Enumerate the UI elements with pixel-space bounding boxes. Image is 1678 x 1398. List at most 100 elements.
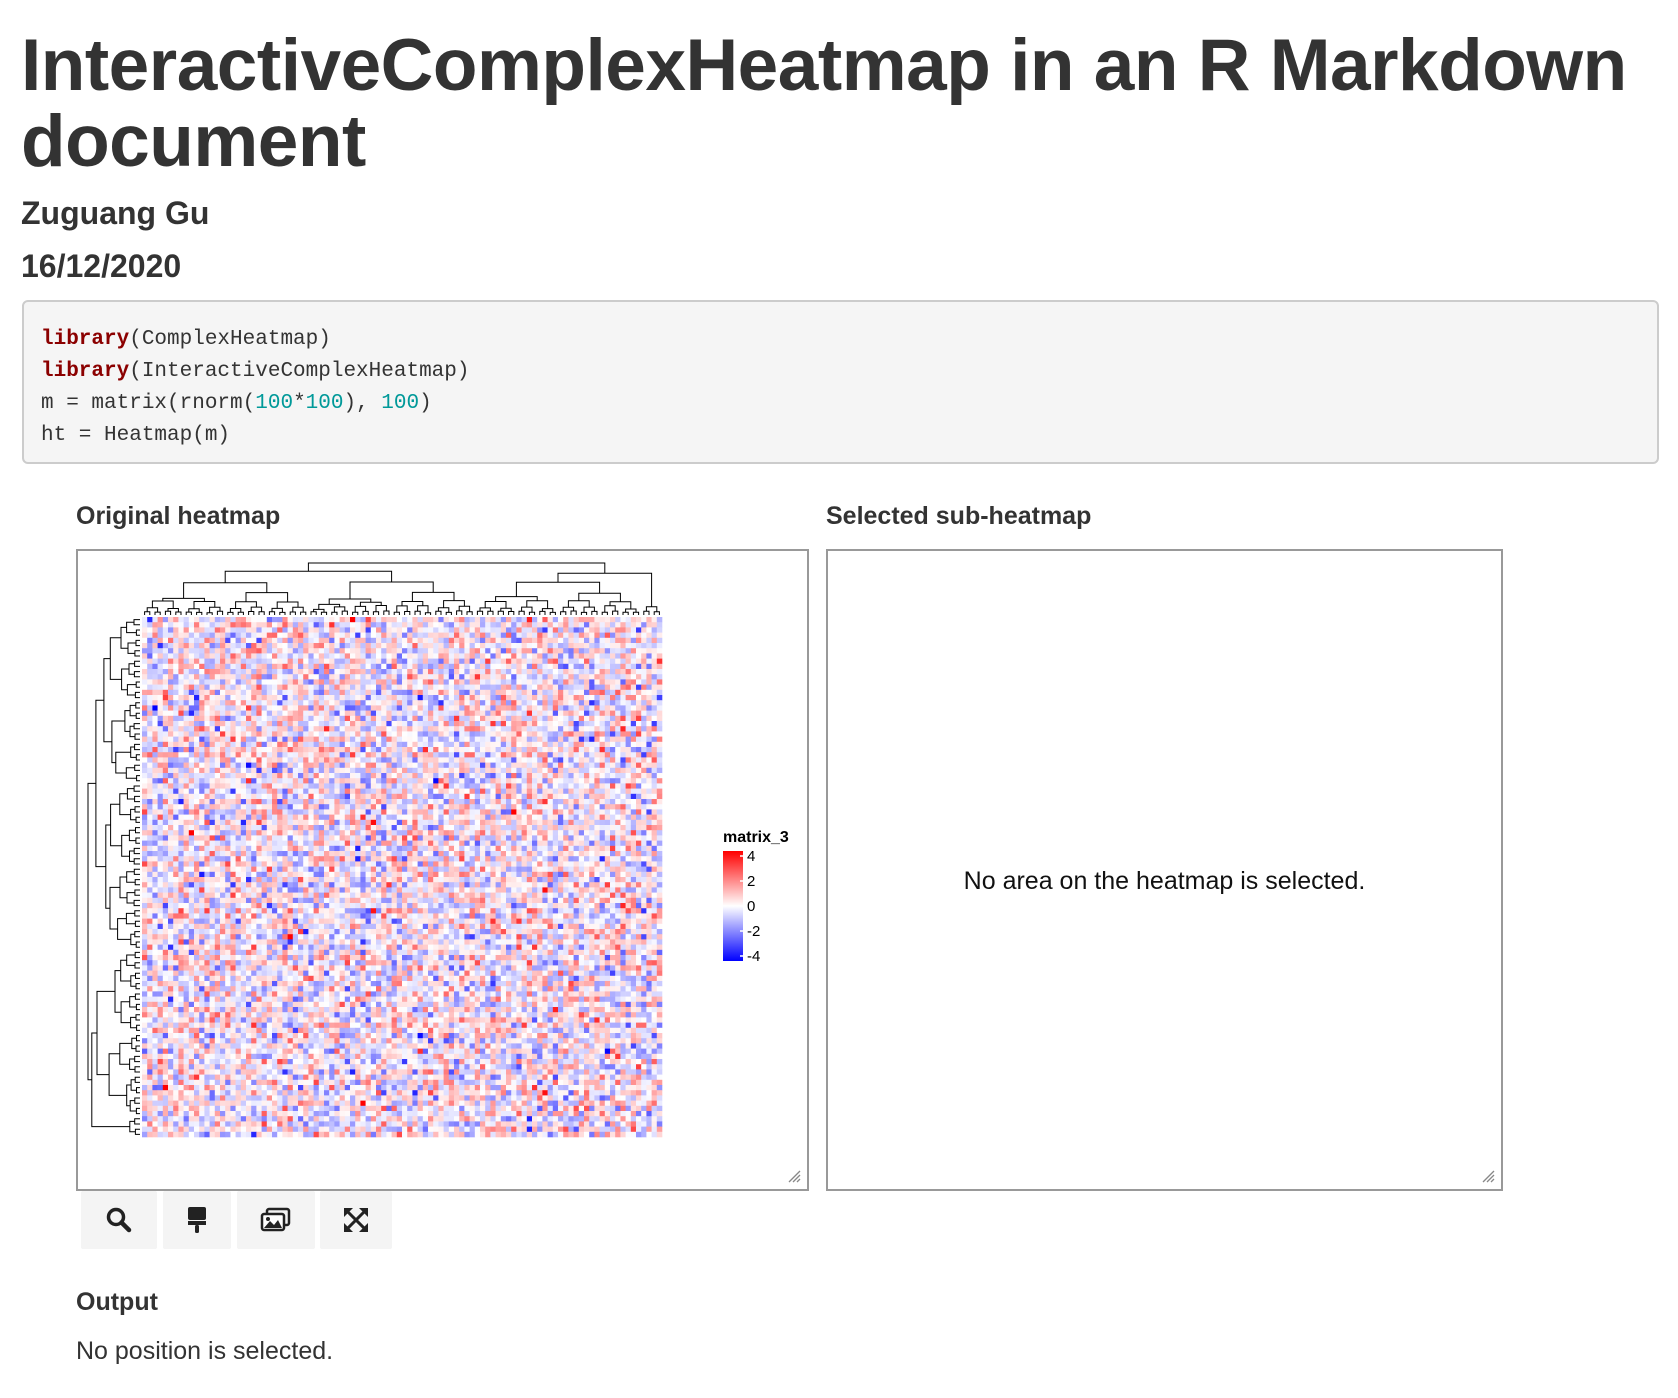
- heatmap-cell[interactable]: [594, 658, 600, 665]
- heatmap-cell[interactable]: [485, 783, 491, 789]
- heatmap-cell[interactable]: [162, 731, 169, 737]
- heatmap-cell[interactable]: [365, 700, 372, 706]
- heatmap-cell[interactable]: [516, 799, 522, 805]
- heatmap-cell[interactable]: [350, 762, 356, 769]
- heatmap-cell[interactable]: [547, 752, 554, 758]
- heatmap-cell[interactable]: [183, 747, 190, 753]
- heatmap-cell[interactable]: [547, 710, 554, 717]
- heatmap-cell[interactable]: [235, 767, 242, 774]
- heatmap-cell[interactable]: [287, 830, 294, 836]
- heatmap-cell[interactable]: [329, 689, 335, 696]
- heatmap-cell[interactable]: [147, 695, 153, 701]
- heatmap-cell[interactable]: [402, 674, 408, 680]
- heatmap-cell[interactable]: [511, 658, 517, 665]
- heatmap-cell[interactable]: [396, 658, 403, 665]
- heatmap-cell[interactable]: [194, 669, 200, 675]
- heatmap-cell[interactable]: [168, 866, 174, 873]
- heatmap-cell[interactable]: [396, 663, 403, 670]
- heatmap-cell[interactable]: [194, 804, 200, 810]
- heatmap-cell[interactable]: [547, 617, 554, 623]
- heatmap-cell[interactable]: [521, 741, 528, 748]
- heatmap-cell[interactable]: [246, 684, 252, 691]
- heatmap-cell[interactable]: [220, 851, 226, 857]
- heatmap-cell[interactable]: [511, 684, 517, 691]
- heatmap-cell[interactable]: [313, 710, 320, 717]
- heatmap-cell[interactable]: [188, 851, 195, 857]
- heatmap-cell[interactable]: [246, 627, 252, 633]
- heatmap-cell[interactable]: [485, 689, 491, 696]
- heatmap-cell[interactable]: [334, 731, 340, 737]
- heatmap-cell[interactable]: [428, 669, 434, 675]
- heatmap-cell[interactable]: [610, 731, 616, 737]
- heatmap-cell[interactable]: [188, 663, 195, 670]
- heatmap-cell[interactable]: [173, 726, 179, 732]
- heatmap-cell[interactable]: [443, 778, 450, 784]
- heatmap-cell[interactable]: [334, 757, 340, 763]
- heatmap-cell[interactable]: [594, 648, 600, 654]
- heatmap-cell[interactable]: [454, 840, 460, 847]
- heatmap-cell[interactable]: [246, 731, 252, 737]
- heatmap-cell[interactable]: [173, 871, 179, 878]
- heatmap-cell[interactable]: [448, 684, 455, 691]
- heatmap-cell[interactable]: [209, 851, 216, 857]
- heatmap-cell[interactable]: [162, 804, 169, 810]
- heatmap-cell[interactable]: [329, 679, 335, 685]
- heatmap-cell[interactable]: [563, 747, 569, 753]
- heatmap-cell[interactable]: [651, 695, 658, 701]
- heatmap-cell[interactable]: [277, 710, 283, 717]
- heatmap-cell[interactable]: [578, 721, 585, 727]
- heatmap-cell[interactable]: [552, 726, 559, 732]
- heatmap-cell[interactable]: [464, 710, 470, 717]
- heatmap-cell[interactable]: [235, 783, 242, 789]
- heatmap-cell[interactable]: [636, 637, 642, 644]
- heatmap-cell[interactable]: [610, 819, 616, 826]
- heatmap-cell[interactable]: [599, 627, 606, 633]
- heatmap-cell[interactable]: [532, 809, 538, 815]
- heatmap-cell[interactable]: [641, 856, 647, 862]
- heatmap-cell[interactable]: [428, 643, 434, 649]
- heatmap-cell[interactable]: [339, 632, 346, 639]
- heatmap-cell[interactable]: [542, 632, 548, 639]
- heatmap-cell[interactable]: [407, 783, 413, 789]
- heatmap-cell[interactable]: [251, 700, 257, 706]
- heatmap-cell[interactable]: [287, 783, 294, 789]
- heatmap-cell[interactable]: [256, 788, 262, 795]
- heatmap-cell[interactable]: [287, 731, 294, 737]
- heatmap-cell[interactable]: [454, 825, 460, 831]
- heatmap-cell[interactable]: [251, 726, 257, 732]
- heatmap-cell[interactable]: [266, 674, 273, 680]
- heatmap-cell[interactable]: [261, 741, 268, 748]
- heatmap-cell[interactable]: [422, 663, 429, 670]
- heatmap-cell[interactable]: [428, 819, 434, 826]
- heatmap-cell[interactable]: [214, 617, 221, 623]
- heatmap-cell[interactable]: [516, 622, 522, 628]
- heatmap-cell[interactable]: [500, 715, 507, 722]
- heatmap-cell[interactable]: [656, 617, 663, 623]
- heatmap-cell[interactable]: [532, 783, 538, 789]
- heatmap-cell[interactable]: [204, 684, 210, 691]
- heatmap-cell[interactable]: [178, 684, 184, 691]
- heatmap-cell[interactable]: [209, 825, 216, 831]
- heatmap-cell[interactable]: [547, 663, 554, 670]
- heatmap-cell[interactable]: [433, 632, 439, 639]
- heatmap-cell[interactable]: [402, 752, 408, 758]
- heatmap-cell[interactable]: [240, 736, 247, 743]
- heatmap-cell[interactable]: [506, 773, 512, 779]
- heatmap-cell[interactable]: [651, 741, 658, 748]
- heatmap-cell[interactable]: [506, 653, 512, 659]
- heatmap-cell[interactable]: [547, 653, 554, 659]
- heatmap-cell[interactable]: [199, 861, 205, 867]
- heatmap-cell[interactable]: [620, 747, 626, 753]
- heatmap-cell[interactable]: [584, 773, 590, 779]
- heatmap-cell[interactable]: [474, 835, 481, 841]
- heatmap-cell[interactable]: [599, 804, 606, 810]
- heatmap-cell[interactable]: [615, 866, 621, 873]
- heatmap-cell[interactable]: [183, 658, 190, 665]
- heatmap-cell[interactable]: [542, 741, 548, 748]
- heatmap-cell[interactable]: [173, 669, 179, 675]
- heatmap-cell[interactable]: [506, 793, 512, 800]
- heatmap-cell[interactable]: [542, 861, 548, 867]
- heatmap-cell[interactable]: [443, 747, 450, 753]
- heatmap-cell[interactable]: [584, 840, 590, 847]
- heatmap-cell[interactable]: [506, 809, 512, 815]
